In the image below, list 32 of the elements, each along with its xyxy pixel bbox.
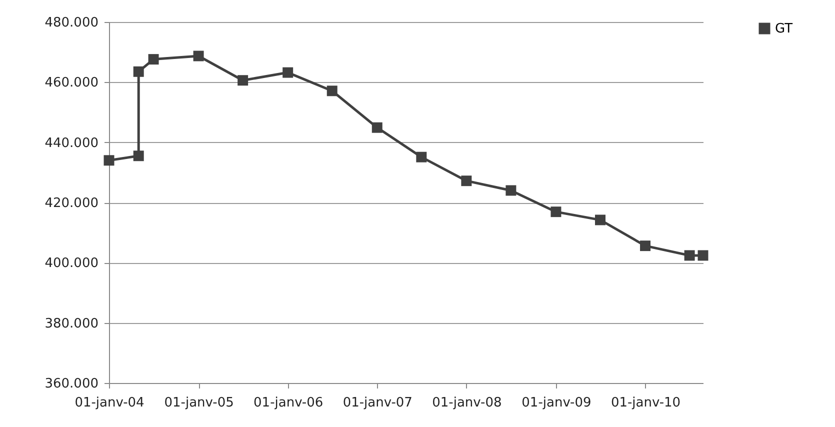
point <box>326 86 338 96</box>
point <box>148 54 159 65</box>
x-tick-label: 01-janv-09 <box>522 396 592 410</box>
point <box>698 250 708 261</box>
point <box>461 176 472 186</box>
point <box>372 122 382 133</box>
legend-label: GT <box>775 22 793 36</box>
x-tick-label: 01-janv-07 <box>342 396 412 410</box>
point <box>282 67 294 78</box>
y-tick-label: 400.000 <box>44 256 98 272</box>
point <box>133 150 144 162</box>
y-tick-label: 360.000 <box>44 376 98 392</box>
point <box>238 75 248 86</box>
y-tick-label: 440.000 <box>44 136 98 151</box>
point <box>506 185 516 196</box>
point <box>595 214 606 226</box>
point <box>416 152 427 162</box>
x-tick-label: 01-janv-04 <box>74 396 144 410</box>
y-tick-label: 420.000 <box>44 196 98 211</box>
y-tick-label: 460.000 <box>44 76 98 91</box>
y-tick-label: 380.000 <box>44 316 98 332</box>
x-tick-label: 01-janv-10 <box>610 396 681 410</box>
x-tick-label: 01-janv-06 <box>254 396 324 410</box>
point <box>193 50 204 62</box>
x-tick-label: 01-janv-08 <box>432 396 502 410</box>
point <box>133 66 144 77</box>
point <box>104 155 114 166</box>
point <box>550 206 562 218</box>
point <box>640 240 651 252</box>
x-tick-label: 01-janv-05 <box>164 396 234 410</box>
y-tick-label: 480.000 <box>44 16 98 30</box>
point <box>684 250 695 261</box>
